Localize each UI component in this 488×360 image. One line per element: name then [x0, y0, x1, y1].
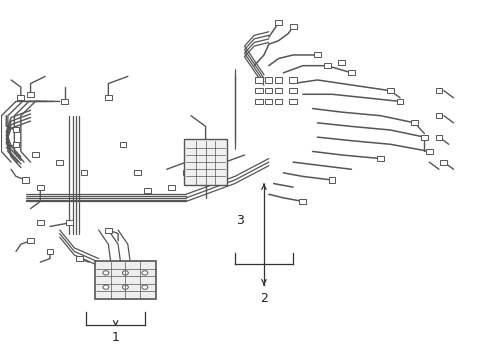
- Bar: [18, 95, 24, 100]
- Bar: [347, 70, 354, 75]
- Bar: [119, 142, 126, 147]
- Bar: [134, 170, 141, 175]
- Bar: [435, 88, 442, 93]
- Circle shape: [103, 285, 109, 289]
- Bar: [396, 99, 403, 104]
- Bar: [27, 92, 34, 97]
- Bar: [76, 256, 82, 261]
- FancyBboxPatch shape: [95, 261, 156, 299]
- Bar: [435, 135, 442, 140]
- Bar: [420, 135, 427, 140]
- Bar: [289, 24, 296, 29]
- Bar: [66, 220, 73, 225]
- Bar: [274, 77, 282, 83]
- Bar: [289, 99, 296, 104]
- Bar: [289, 77, 296, 83]
- Bar: [264, 99, 272, 104]
- Bar: [264, 88, 272, 93]
- Bar: [22, 177, 29, 183]
- Circle shape: [103, 271, 109, 275]
- Bar: [435, 113, 442, 118]
- Text: 1: 1: [111, 331, 120, 344]
- Bar: [105, 95, 112, 100]
- Bar: [274, 99, 282, 104]
- Circle shape: [142, 271, 147, 275]
- Bar: [275, 20, 282, 25]
- Bar: [410, 120, 417, 125]
- Bar: [328, 177, 335, 183]
- Bar: [13, 142, 20, 147]
- Bar: [425, 149, 432, 154]
- Bar: [299, 199, 305, 204]
- Bar: [338, 60, 345, 64]
- Bar: [105, 228, 112, 233]
- FancyBboxPatch shape: [183, 139, 227, 185]
- Bar: [81, 170, 87, 175]
- Bar: [143, 188, 150, 193]
- Bar: [13, 127, 20, 132]
- Bar: [32, 153, 39, 157]
- Bar: [274, 88, 282, 93]
- Bar: [386, 88, 393, 93]
- Bar: [168, 185, 175, 190]
- Bar: [313, 53, 320, 58]
- Bar: [183, 170, 189, 175]
- Bar: [440, 159, 447, 165]
- Bar: [255, 88, 262, 93]
- Bar: [289, 88, 296, 93]
- Bar: [37, 185, 43, 190]
- Bar: [27, 238, 34, 243]
- Bar: [56, 159, 63, 165]
- Bar: [264, 77, 272, 83]
- Circle shape: [122, 285, 128, 289]
- Bar: [37, 220, 43, 225]
- Bar: [323, 63, 330, 68]
- Bar: [255, 77, 262, 83]
- Bar: [46, 249, 53, 254]
- Circle shape: [142, 285, 147, 289]
- Bar: [376, 156, 383, 161]
- Circle shape: [122, 271, 128, 275]
- Text: 2: 2: [260, 292, 267, 305]
- Text: 3: 3: [235, 214, 243, 227]
- Bar: [61, 99, 68, 104]
- Bar: [255, 99, 262, 104]
